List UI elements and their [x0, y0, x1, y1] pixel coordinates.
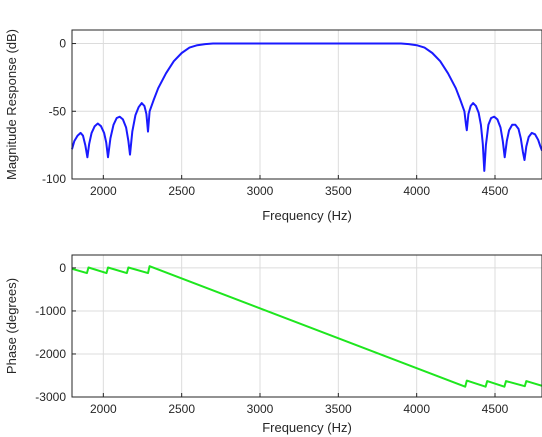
phase-y-axis-label: Phase (degrees) [4, 278, 19, 374]
phase-y-tick-label: 0 [59, 261, 66, 275]
magnitude-y-tick-label: 0 [59, 37, 66, 51]
phase-x-axis-label: Frequency (Hz) [262, 420, 352, 435]
magnitude-y-tick-label: -100 [42, 172, 66, 186]
magnitude-x-tick-label: 2500 [168, 184, 195, 198]
phase-series-line [71, 265, 542, 388]
magnitude-plot: 2000 2500 3000 3500 4000 4500 0 -50 -100 Frequenc… [4, 29, 542, 223]
magnitude-y-axis-label: Magnitude Response (dB) [4, 29, 19, 180]
phase-x-tick-label: 4500 [482, 402, 509, 416]
magnitude-plot-area [72, 30, 542, 179]
phase-x-tick-label: 2500 [168, 402, 195, 416]
phase-y-tick-label: -1000 [35, 304, 66, 318]
phase-axes-frame [71, 254, 542, 398]
phase-plot: 2000 2500 3000 3500 4000 4500 0 -1000 -2000 -3000… [4, 254, 542, 435]
phase-y-tick-label: -2000 [35, 347, 66, 361]
magnitude-axes-frame [71, 29, 542, 180]
phase-x-tick-label: 4000 [403, 402, 430, 416]
magnitude-x-axis-label: Frequency (Hz) [262, 208, 352, 223]
phase-y-tick-label: -3000 [35, 390, 66, 404]
phase-x-tick-label: 3500 [325, 402, 352, 416]
magnitude-x-tick-label: 3000 [247, 184, 274, 198]
magnitude-x-tick-label: 2000 [90, 184, 117, 198]
magnitude-x-tick-label: 3500 [325, 184, 352, 198]
phase-x-tick-label: 2000 [90, 402, 117, 416]
magnitude-x-tick-label: 4000 [403, 184, 430, 198]
magnitude-x-tick-label: 4500 [482, 184, 509, 198]
magnitude-y-tick-label: -50 [49, 104, 67, 118]
phase-x-tick-label: 3000 [247, 402, 274, 416]
magnitude-series-line [71, 42, 542, 172]
